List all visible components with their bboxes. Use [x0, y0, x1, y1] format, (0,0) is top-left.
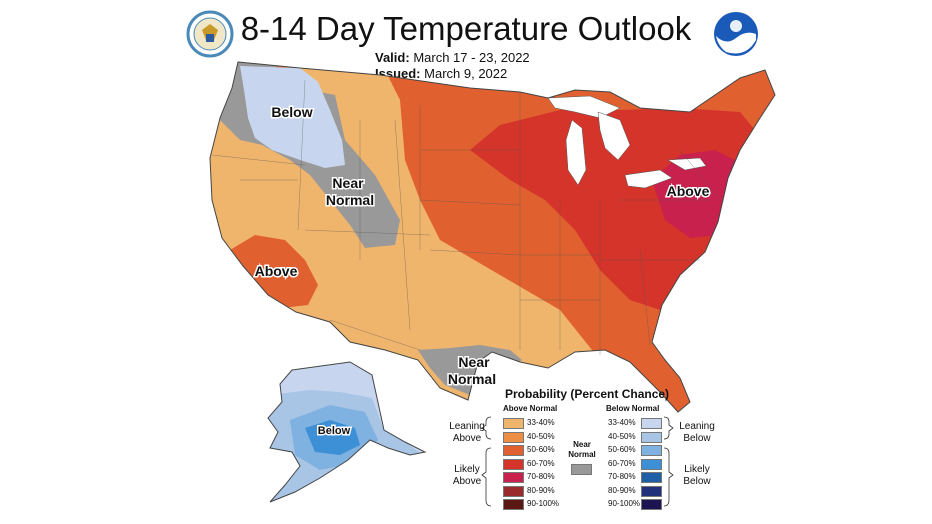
likely-above-line1: Likely: [454, 464, 480, 475]
map-title: 8-14 Day Temperature Outlook: [240, 10, 692, 47]
legend-below-swatch: [641, 418, 662, 429]
legend-below-swatch: [641, 431, 662, 443]
legend-leaning-above: Leaning Above: [447, 421, 487, 445]
leaning-below-line2: Below: [683, 433, 711, 444]
legend-above-range-label: 40-50%: [527, 431, 555, 441]
likely-above-line2: Above: [452, 476, 482, 487]
region-label-above-sw: Above: [255, 263, 298, 279]
legend-above-range-label: 70-80%: [527, 472, 555, 481]
likely-below-line1: Likely: [684, 464, 710, 475]
legend-below-range-label: 33-40%: [608, 418, 636, 427]
alaska-outline: [267, 361, 427, 503]
legend-above-range-label: 60-70%: [527, 458, 555, 468]
commerce-seal-icon: [186, 10, 234, 58]
legend-above-range-label: 80-90%: [527, 485, 555, 495]
region-label-near-normal-tx-1: Near: [458, 354, 490, 370]
legend-below-range-label: 40-50%: [608, 431, 636, 441]
legend-below-range-label: 70-80%: [608, 472, 636, 481]
legend-above-range-label: 33-40%: [527, 418, 555, 427]
legend-above-range-label: 50-60%: [527, 445, 555, 454]
legend-above-swatch: [503, 458, 524, 470]
legend-above-swatch: [503, 499, 524, 510]
legend-title: Probability (Percent Chance): [505, 387, 670, 401]
valid-label: Valid:: [375, 50, 410, 65]
region-label-above-ne: Above: [667, 183, 710, 199]
conus-outline: [209, 61, 776, 413]
legend-below-range-label: 50-60%: [608, 445, 636, 454]
legend-leaning-below: Leaning Below: [673, 421, 721, 445]
legend-below-swatch: [641, 445, 662, 456]
legend-below-swatch: [641, 472, 662, 483]
leaning-below-line1: Leaning: [679, 421, 715, 432]
issued-date: Issued: March 9, 2022: [375, 66, 507, 81]
legend-near-normal-swatch: [571, 464, 592, 475]
legend-below-range-label: 60-70%: [608, 458, 636, 468]
region-label-below-ak: Below: [318, 425, 351, 437]
legend-above-swatch: [503, 431, 524, 443]
issued-value: March 9, 2022: [424, 66, 508, 81]
legend-likely-below: Likely Below: [673, 464, 721, 488]
region-label-near-normal-tx-2: Normal: [448, 371, 496, 387]
legend-below-range-label: 80-90%: [608, 485, 636, 495]
valid-dates: Valid: March 17 - 23, 2022: [375, 50, 530, 65]
legend-below-swatch: [641, 499, 662, 510]
region-label-near-normal-w-1: Near: [332, 175, 364, 191]
legend-likely-above: Likely Above: [447, 464, 487, 488]
legend-below-header: Below Normal: [606, 404, 660, 413]
region-label-below-nw: Below: [271, 104, 312, 120]
legend-below-swatch: [641, 458, 662, 470]
leaning-above-line2: Above: [452, 433, 482, 444]
legend-above-swatch: [503, 485, 524, 497]
great-lakes: [547, 95, 707, 189]
near-normal-line2: Normal: [568, 450, 596, 459]
legend-above-swatch: [503, 418, 524, 429]
state-lines: [211, 79, 721, 355]
near-normal-line1: Near: [573, 440, 591, 449]
legend-below-range-label: 90-100%: [608, 499, 641, 508]
legend-above-swatch: [503, 472, 524, 483]
legend-above-swatch: [503, 445, 524, 456]
valid-value: March 17 - 23, 2022: [413, 50, 530, 65]
legend-near-normal: Near Normal: [565, 440, 599, 460]
region-label-near-normal-w-2: Normal: [326, 192, 374, 208]
noaa-logo-icon: [714, 12, 758, 56]
leaning-above-line1: Leaning: [449, 421, 485, 432]
legend-above-range-label: 90-100%: [527, 499, 560, 508]
likely-below-line2: Below: [683, 476, 711, 487]
legend-below-swatch: [641, 485, 662, 497]
legend-above-header: Above Normal: [503, 404, 558, 413]
